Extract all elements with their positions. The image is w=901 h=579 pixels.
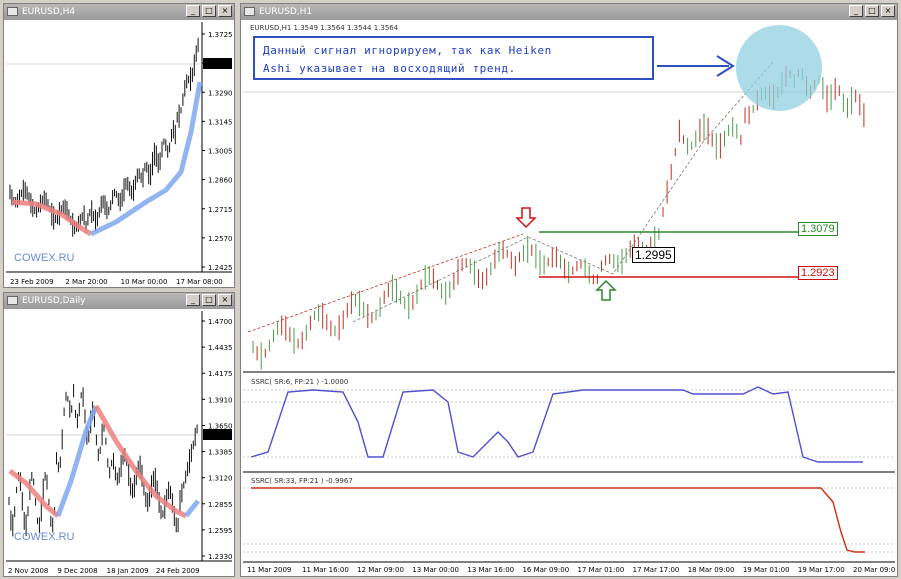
h4-current-price-box [203, 58, 232, 69]
h4-time-label: 2 Mar 20:00 [65, 278, 107, 286]
minimize-button[interactable]: _ [186, 294, 200, 306]
h1-time-label: 13 Mar 16:00 [467, 566, 514, 574]
h4-price-label: 1.3725 [208, 31, 232, 39]
h4-window-titlebar[interactable]: EURUSD,H4 _ □ × [4, 4, 234, 20]
ssrc1-line [250, 386, 863, 463]
h1-time-label: 11 Mar 2009 [247, 566, 291, 574]
daily-window-title: EURUSD,Daily [22, 296, 86, 306]
maximize-button[interactable]: □ [202, 294, 216, 306]
h4-price-label: 1.2425 [208, 264, 232, 272]
h4-window-title: EURUSD,H4 [22, 7, 76, 17]
h4-time-label: 17 Mar 08:00 [176, 278, 223, 286]
h4-time-label: 10 Mar 00:00 [121, 278, 168, 286]
h4-price-label: 1.2570 [208, 235, 232, 243]
h1-time-label: 17 Mar 17:00 [633, 566, 680, 574]
sell-signal-arrow [515, 207, 537, 229]
daily-price-label: 1.4435 [208, 344, 232, 352]
h1-price-chart: 11 Mar 2009 11 Mar 16:00 12 Mar 09:00 13 Ma… [243, 25, 900, 574]
daily-window-titlebar[interactable]: EURUSD,Daily _ □ × [4, 293, 234, 309]
h4-price-label: 1.3145 [208, 118, 232, 126]
h1-chart-window[interactable]: EURUSD,H1 _ □ × 11 Mar 2009 11 Mar 16:00 1… [240, 3, 900, 577]
close-button[interactable]: × [218, 294, 232, 306]
minimize-button[interactable]: _ [849, 5, 863, 17]
daily-time-label: 18 Jan 2009 [107, 567, 149, 575]
maximize-button[interactable]: □ [202, 5, 216, 17]
annotation-line-2: Ashi указывает на восходящий тренд. [263, 62, 516, 75]
h1-window-titlebar[interactable]: EURUSD,H1 _ □ × [241, 4, 897, 20]
h1-quote-line: EURUSD,H1 1.3549 1.3564 1.3544 1.3564 [250, 24, 399, 32]
daily-chart-window[interactable]: EURUSD,Daily _ □ × 1.4700 1.4435 1.4175 1.3… [3, 292, 235, 577]
h4-watermark: COWEX.RU [14, 252, 75, 264]
h4-price-label: 1.2860 [208, 177, 232, 185]
h4-current-price: 1.3564 [205, 61, 230, 69]
h1-time-label: 20 Mar 09:00 [853, 566, 895, 574]
h1-plot-area[interactable]: 11 Mar 2009 11 Mar 16:00 12 Mar 09:00 13 Ma… [243, 22, 900, 574]
h1-time-label: 19 Mar 17:00 [798, 566, 845, 574]
daily-price-label: 1.3910 [208, 396, 232, 404]
annotation-arrow-head [716, 55, 735, 77]
h4-heiken-ashi-bull [89, 81, 203, 237]
annotation-line-1: Данный сигнал игнорируем, так как Heiken [263, 44, 552, 57]
daily-price-label: 1.4700 [208, 318, 232, 326]
h4-chart-window[interactable]: EURUSD,H4 _ □ × 1.37251.34351.32901.3145… [3, 3, 235, 288]
h1-trendline-red [247, 233, 524, 333]
annotation-box: Данный сигнал игнорируем, так как Heiken… [253, 36, 654, 80]
h4-price-chart: 1.37251.34351.32901.31451.30051.28601.27… [6, 22, 233, 286]
h1-time-label: 18 Mar 09:00 [688, 566, 735, 574]
buy-signal-arrow [595, 279, 617, 301]
daily-ha-bear-1 [8, 469, 60, 518]
daily-ha-bull-1 [55, 405, 99, 517]
h1-time-label: 17 Mar 01:00 [578, 566, 625, 574]
daily-current-price-box [203, 429, 232, 440]
h4-price-label: 1.3005 [208, 148, 232, 156]
h4-price-label: 1.2715 [208, 206, 232, 214]
level-mid-label: 1.2995 [632, 247, 675, 263]
daily-price-label: 1.2855 [208, 501, 232, 509]
h1-time-label: 13 Mar 00:00 [412, 566, 459, 574]
h1-time-label: 16 Mar 09:00 [522, 566, 569, 574]
daily-watermark: COWEX.RU [14, 531, 75, 543]
daily-price-label: 1.3385 [208, 449, 232, 457]
daily-price-label: 1.4175 [208, 370, 232, 378]
level-high-label: 1.3079 [798, 222, 838, 236]
h1-zigzag-line [352, 61, 774, 323]
h1-time-label: 11 Mar 16:00 [302, 566, 349, 574]
h1-time-label: 12 Mar 09:00 [357, 566, 404, 574]
ssrc1-title: SSRC( SR:6, FP:21 ) -1.0000 [251, 378, 349, 386]
daily-ha-bull-2 [184, 499, 200, 518]
chart-window-icon [7, 7, 18, 16]
h1-time-label: 19 Mar 01:00 [743, 566, 790, 574]
h4-heiken-ashi-bear [11, 199, 93, 237]
daily-price-label: 1.3120 [208, 475, 232, 483]
h4-plot-area[interactable]: 1.37251.34351.32901.31451.30051.28601.27… [6, 22, 233, 286]
daily-current-price: 1.3564 [205, 432, 230, 440]
close-button[interactable]: × [218, 5, 232, 17]
maximize-button[interactable]: □ [865, 5, 879, 17]
h1-window-title: EURUSD,H1 [259, 7, 313, 17]
daily-ha-bear-2 [93, 404, 188, 519]
highlight-circle [736, 25, 822, 111]
chart-window-icon [7, 296, 18, 305]
daily-price-chart: 1.4700 1.4435 1.4175 1.3910 1.3650 1.3385 1.31… [6, 311, 233, 575]
daily-plot-area[interactable]: 1.4700 1.4435 1.4175 1.3910 1.3650 1.3385 1.31… [6, 311, 233, 575]
h4-time-label: 23 Feb 2009 [10, 278, 54, 286]
daily-price-label: 1.2330 [208, 553, 232, 561]
ssrc2-title: SSRC( SR:33, FP:21 ) -0.9967 [251, 477, 353, 485]
daily-time-label: 24 Feb 2009 [156, 567, 200, 575]
close-button[interactable]: × [881, 5, 895, 17]
daily-price-label: 1.3650 [208, 422, 232, 430]
chart-window-icon [244, 7, 255, 16]
daily-time-label: 9 Dec 2008 [57, 567, 97, 575]
minimize-button[interactable]: _ [186, 5, 200, 17]
level-low-label: 1.2923 [798, 266, 838, 280]
daily-price-label: 1.2595 [208, 527, 232, 535]
h4-price-label: 1.3290 [208, 89, 232, 97]
ssrc2-line [251, 487, 865, 553]
daily-time-label: 2 Nov 2008 [8, 567, 48, 575]
